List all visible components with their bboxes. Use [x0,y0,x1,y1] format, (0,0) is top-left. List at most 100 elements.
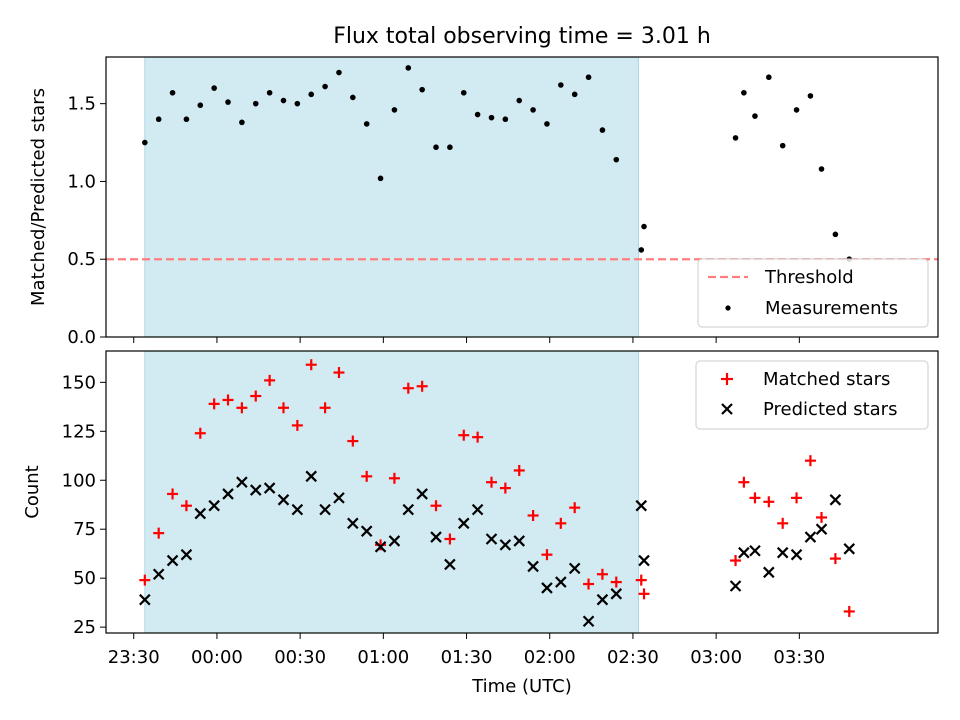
measurement-point [225,99,231,105]
matched-star-point [180,500,192,512]
x-tick-label: 01:00 [357,647,409,668]
predicted-star-point [541,582,553,594]
predicted-star-point [555,576,567,588]
matched-star-point [569,502,581,514]
matched-star-point [347,435,359,447]
measurement-point [252,100,259,107]
legend-measurement-swatch [725,305,731,311]
predicted-star-point [635,499,648,512]
matched-star-point [319,402,331,414]
measurement-point [405,65,412,71]
matched-star-point [541,549,553,561]
matched-star-point [583,578,595,590]
top-observing-window [144,56,639,338]
predicted-star-point [776,546,789,559]
matched-star-point [635,574,647,586]
matched-star-point [222,394,234,406]
predicted-star-point [139,593,151,606]
matched-star-point [596,568,608,580]
predicted-star-point [843,543,856,555]
predicted-star-point [499,539,512,551]
count-points [139,359,856,628]
matched-star-point [208,398,220,410]
predicted-star-point [263,482,276,494]
measurement-point [419,86,425,93]
legend-matched-label: Matched stars [763,369,890,390]
predicted-star-point [829,494,842,506]
measurement-point [641,223,647,230]
x-tick-label: 00:00 [191,647,243,668]
matched-star-point [250,390,262,402]
predicted-star-point [804,531,817,543]
top-legend-box [697,258,929,328]
top-y-tick-label: 1.0 [67,171,96,192]
predicted-star-point [319,503,331,516]
matched-star-point [194,427,206,439]
predicted-star-point [568,562,581,575]
measurement-point [732,135,739,141]
predicted-star-point [513,535,526,547]
predicted-star-point [749,544,761,557]
matched-star-point [402,382,414,394]
bottom-legend-box [695,360,929,430]
matched-star-point [738,476,750,488]
predicted-star-point [729,580,742,592]
predicted-star-point [457,517,470,530]
predicted-star-point [610,588,623,600]
matched-star-point [458,429,470,441]
matched-star-point [763,496,775,508]
matched-star-point [333,367,345,379]
bottom-legend: Matched stars Predicted stars [695,360,929,430]
measurement-point [294,100,301,107]
measurement-point [516,97,523,104]
matched-star-point [264,374,276,386]
predicted-star-point [430,531,442,543]
predicted-star-point [374,541,387,553]
matched-star-point [610,576,622,588]
predicted-star-point [763,566,775,579]
matched-star-point [804,455,816,467]
bottom-y-tick-label: 50 [73,568,96,589]
predicted-star-point [444,558,456,571]
measurement-point [585,74,592,81]
matched-star-point [730,555,742,567]
x-tick-label: 03:30 [773,647,825,668]
matched-star-point [153,527,165,539]
measurement-point [752,113,758,119]
x-tick-label: 02:00 [524,647,576,668]
matched-star-point [749,492,761,504]
measurement-point [433,144,439,151]
predicted-star-point [360,525,373,537]
x-tick-label: 00:30 [274,647,326,668]
measurement-points [142,65,853,263]
predicted-star-point [416,488,428,500]
top-y-label: Matched/Predicted stars [28,88,49,306]
top-y-tick-label: 1.5 [67,94,96,115]
measurement-point [741,89,747,96]
measurement-point [558,82,564,88]
predicted-star-point [152,568,165,581]
predicted-star-point [485,533,498,545]
measurement-point [447,144,453,151]
predicted-star-point [527,560,539,573]
measurement-point [211,85,217,91]
legend-predicted-swatch [721,403,733,415]
measurement-point [832,231,839,238]
measurement-point [807,93,814,99]
matched-star-point [444,533,456,545]
predicted-star-point [596,593,609,606]
measurement-point [779,142,786,149]
measurement-point [460,89,467,96]
matched-star-point [416,380,428,392]
bottom-y-axis: 25 50 75 100 125 150 [62,372,106,638]
predicted-star-point [347,517,359,530]
measurement-point [530,107,536,113]
top-x-ticks [133,337,800,343]
predicted-star-point [790,548,803,561]
predicted-star-point [166,554,179,567]
measurement-point [377,175,384,182]
predicted-star-point [236,476,248,488]
top-legend: Threshold Measurements [697,258,929,328]
predicted-star-point [277,494,290,506]
